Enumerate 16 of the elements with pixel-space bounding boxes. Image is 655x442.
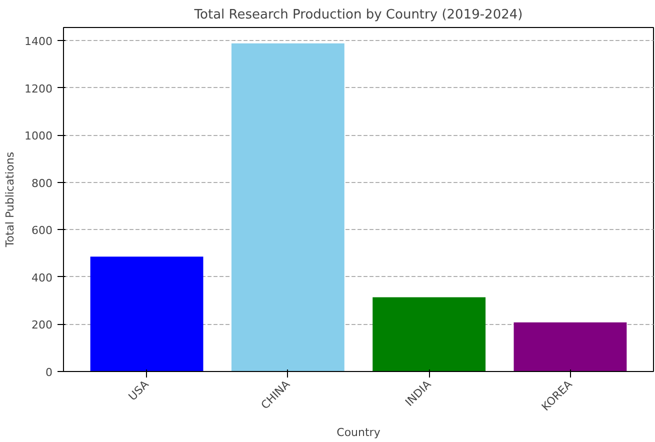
y-tick-label: 1000 — [24, 130, 53, 143]
chart-title: Total Research Production by Country (2019-2024) — [193, 8, 523, 22]
x-axis-title: Country — [336, 426, 381, 440]
y-tick-label: 200 — [32, 318, 53, 332]
y-tick-label: 0 — [46, 366, 52, 379]
bar — [90, 256, 204, 372]
y-tick-label: 800 — [32, 176, 53, 190]
y-axis-title: Total Publications — [4, 152, 17, 248]
x-tick-label: USA — [126, 378, 152, 404]
bar — [514, 322, 627, 372]
y-tick-label: 400 — [32, 271, 53, 284]
y-tick-label: 1200 — [24, 82, 53, 96]
bar — [372, 297, 486, 372]
y-tick-label: 1400 — [24, 35, 53, 48]
bar — [231, 43, 344, 372]
y-tick-label: 600 — [32, 224, 53, 238]
